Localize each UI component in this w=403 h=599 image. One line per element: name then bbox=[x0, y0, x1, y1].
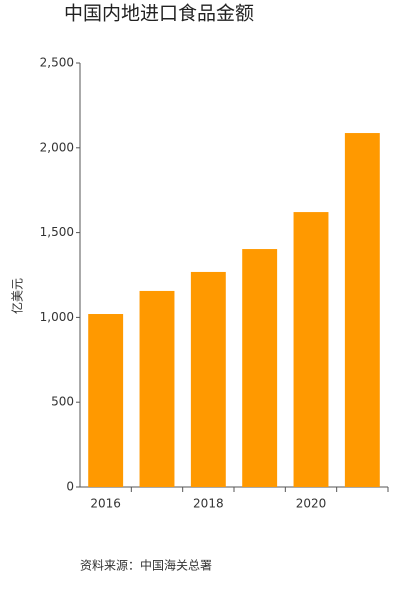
y-tick-label: 0 bbox=[66, 480, 74, 494]
bar bbox=[139, 290, 175, 487]
y-axis-label: 亿美元 bbox=[10, 278, 25, 314]
bar bbox=[293, 212, 329, 487]
bar bbox=[88, 314, 124, 487]
chart-title: 中国内地进口食品金额 bbox=[64, 3, 254, 25]
source-note: 资料来源：中国海关总署 bbox=[80, 558, 212, 573]
y-tick-label: 1,500 bbox=[40, 225, 74, 239]
y-tick-label: 1,000 bbox=[40, 310, 74, 324]
y-tick-label: 2,500 bbox=[40, 56, 74, 70]
bar bbox=[190, 271, 226, 487]
y-tick-label: 2,000 bbox=[40, 140, 74, 154]
x-tick-label: 2018 bbox=[193, 497, 224, 511]
x-tick-label: 2020 bbox=[296, 497, 327, 511]
y-tick-label: 500 bbox=[51, 395, 74, 409]
bar bbox=[344, 133, 380, 487]
x-tick-label: 2016 bbox=[90, 497, 121, 511]
bar bbox=[242, 249, 278, 487]
